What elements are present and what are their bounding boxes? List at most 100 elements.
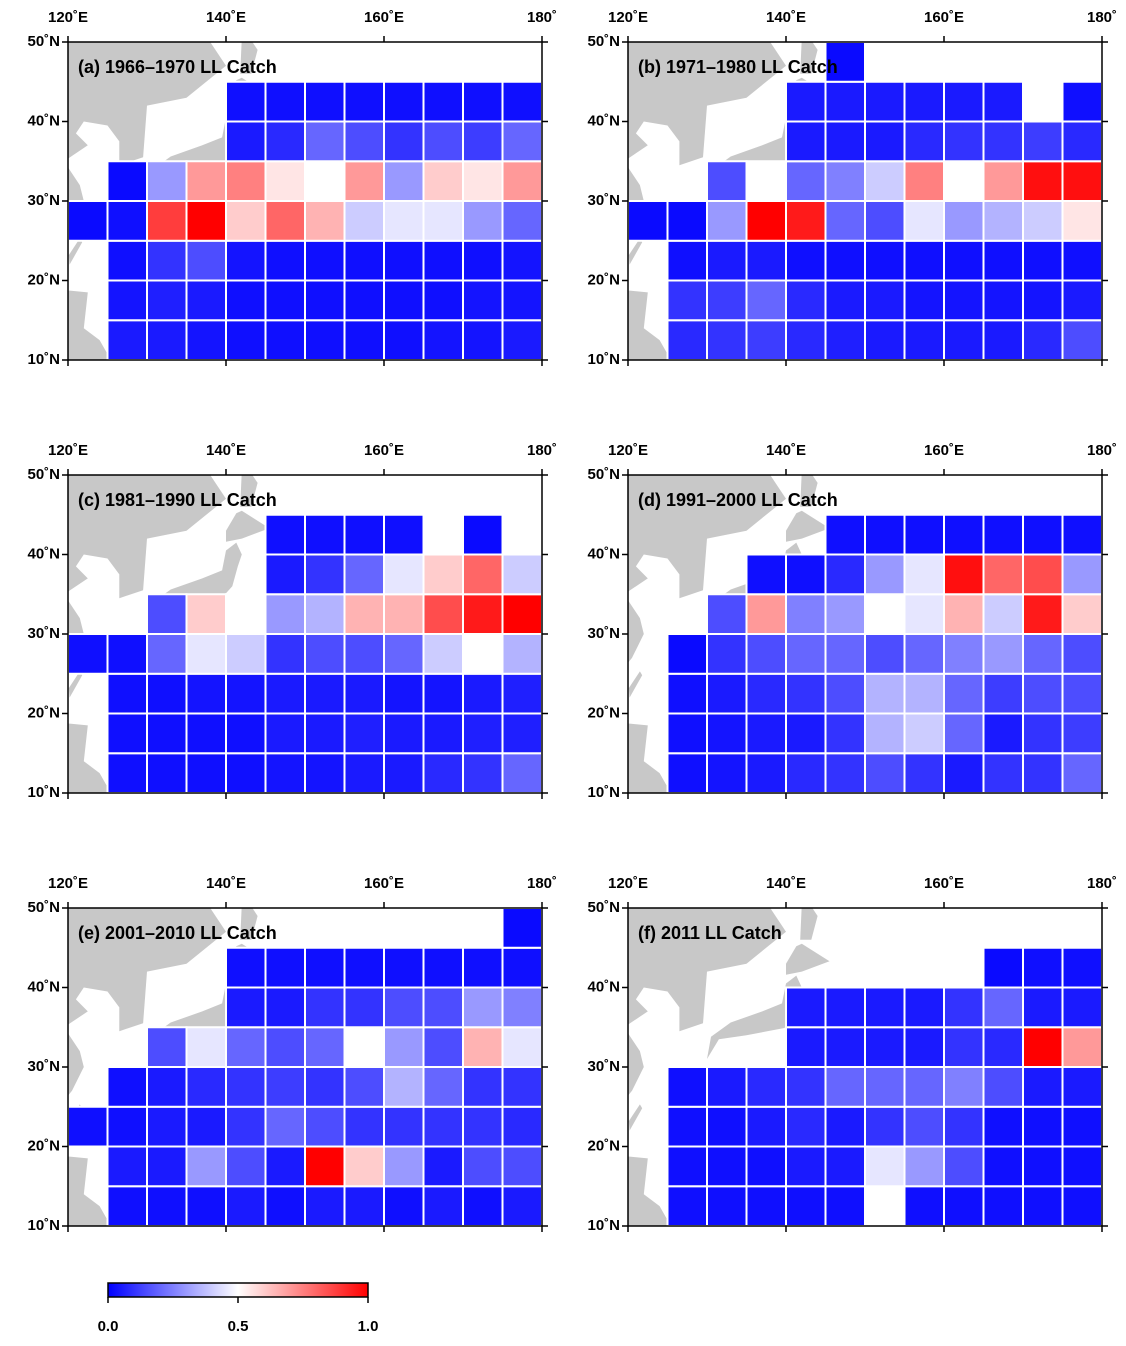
grid-cell: [106, 319, 148, 360]
grid-cell: [706, 200, 748, 242]
grid-cell: [462, 239, 504, 282]
grid-cell: [343, 593, 385, 635]
grid-cell: [903, 200, 945, 242]
grid-cell: [706, 239, 748, 282]
grid-cell: [462, 1185, 504, 1226]
grid-cell: [185, 160, 227, 202]
grid-cell: [146, 712, 188, 755]
grid-cell: [943, 986, 985, 1029]
x-tick-label: 140˚E: [766, 9, 806, 26]
grid-cell: [864, 80, 906, 123]
grid-cell: [666, 712, 708, 755]
map-panel: 120˚E 140˚E 160˚E 180˚ 10˚N 20˚N 30˚N 40˚N 50˚N (…: [587, 442, 1117, 801]
grid-cell: [745, 672, 787, 715]
y-tick-label: 20˚N: [27, 271, 60, 288]
grid-cell: [146, 1026, 188, 1068]
grid-cell: [343, 319, 385, 360]
x-tick-label: 120˚E: [608, 442, 648, 459]
grid-cell: [628, 200, 669, 242]
grid-cell: [903, 593, 945, 635]
grid-cell: [706, 319, 748, 360]
grid-cell: [225, 593, 267, 635]
grid-cell: [1061, 1185, 1102, 1226]
grid-cell: [185, 1066, 227, 1108]
grid-cell: [462, 986, 504, 1029]
grid-cell: [943, 319, 985, 360]
grid-cell: [304, 672, 346, 715]
grid-cell: [462, 712, 504, 755]
grid-cell: [343, 633, 385, 675]
grid-cell: [1061, 513, 1102, 556]
grid-cell: [422, 200, 464, 242]
grid-cell: [422, 1145, 464, 1188]
grid-cell: [982, 200, 1024, 242]
grid-cell: [864, 752, 906, 793]
grid-cell: [982, 1105, 1024, 1148]
grid-cell: [343, 986, 385, 1029]
grid-cell: [225, 200, 267, 242]
grid-cell: [501, 200, 542, 242]
grid-cell: [185, 1105, 227, 1148]
land: [628, 290, 671, 360]
grid-cell: [666, 279, 708, 322]
grid-cell: [982, 319, 1024, 360]
grid-cell: [982, 712, 1024, 755]
grid-cell: [982, 1185, 1024, 1226]
grid-cell: [1022, 593, 1064, 635]
grid-cell: [943, 1066, 985, 1108]
grid-cell: [982, 160, 1024, 202]
grid-cell: [903, 120, 945, 163]
grid-cell: [666, 1105, 708, 1148]
grid-cell: [343, 279, 385, 322]
grid-cell: [1022, 513, 1064, 556]
grid-cell: [903, 160, 945, 202]
grid-cell: [706, 1145, 748, 1188]
grid-cell: [304, 1026, 346, 1068]
grid-cell: [943, 160, 985, 202]
land: [68, 42, 226, 230]
land: [628, 1104, 643, 1131]
grid-cell: [824, 200, 866, 242]
panel-title: (d) 1991–2000 LL Catch: [638, 490, 838, 510]
grid-cell: [343, 672, 385, 715]
grid-cell: [1061, 239, 1102, 282]
grid-cell: [666, 752, 708, 793]
grid-cell: [982, 672, 1024, 715]
grid-cell: [264, 986, 306, 1029]
grid-cell: [422, 672, 464, 715]
grid-cell: [785, 1105, 827, 1148]
grid-cell: [501, 672, 542, 715]
grid-cell: [225, 1066, 267, 1108]
grid-cell: [864, 1105, 906, 1148]
land: [628, 475, 786, 663]
grid-cell: [824, 319, 866, 360]
grid-cell: [383, 319, 425, 360]
grid-cell: [745, 200, 787, 242]
grid-cell: [1061, 1105, 1102, 1148]
grid-cell: [824, 160, 866, 202]
grid-cell: [864, 1145, 906, 1188]
grid-cell: [264, 1145, 306, 1188]
grid-cell: [824, 633, 866, 675]
grid-cell: [343, 1026, 385, 1068]
grid-cell: [343, 1066, 385, 1108]
land: [147, 542, 242, 626]
land: [707, 975, 802, 1059]
grid-cell: [304, 279, 346, 322]
grid-cell: [824, 1185, 866, 1226]
x-tick-label: 140˚E: [206, 442, 246, 459]
y-tick-label: 10˚N: [587, 351, 620, 368]
grid-cell: [824, 752, 866, 793]
grid-cell: [304, 319, 346, 360]
grid-cell: [185, 712, 227, 755]
land: [628, 238, 643, 265]
grid-cell: [146, 593, 188, 635]
grid-cell: [864, 986, 906, 1029]
grid-cell: [185, 239, 227, 282]
grid-cell: [745, 712, 787, 755]
y-tick-label: 40˚N: [27, 112, 60, 129]
grid-cell: [1022, 1066, 1064, 1108]
grid-cell: [185, 593, 227, 635]
grid-cell: [304, 1105, 346, 1148]
grid-cell: [422, 986, 464, 1029]
